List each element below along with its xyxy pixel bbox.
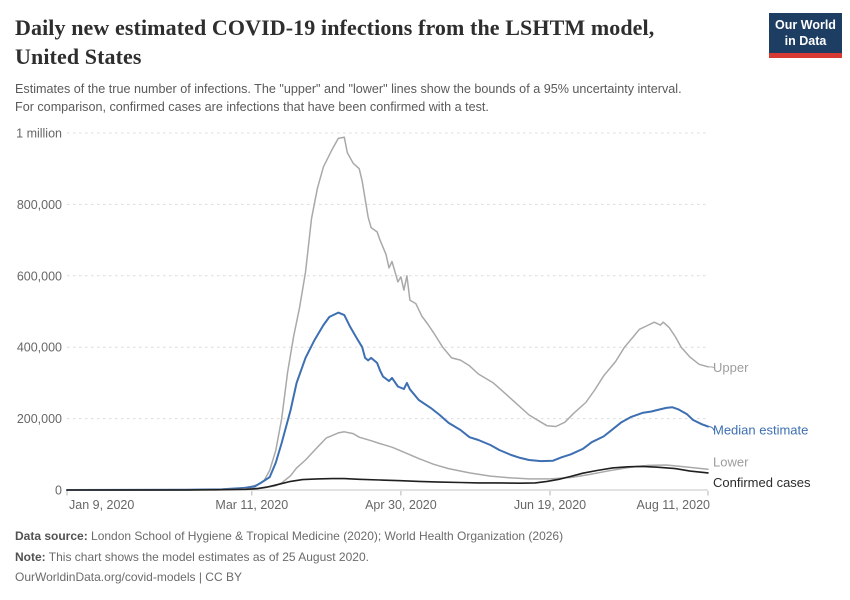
x-axis-tick-label: Jan 9, 2020	[69, 498, 134, 512]
x-axis-tick-label: Jun 19, 2020	[514, 498, 586, 512]
x-axis-tick-label: Mar 11, 2020	[215, 498, 288, 512]
series-end-label-lower: Lower	[713, 454, 749, 469]
chart-header: Daily new estimated COVID-19 infections …	[0, 0, 850, 117]
owid-logo-line1: Our World	[775, 18, 836, 32]
footer-note-line: Note: This chart shows the model estimat…	[15, 547, 563, 568]
chart-subtitle-line1: Estimates of the true number of infectio…	[15, 82, 682, 97]
footer-source-label: Data source:	[15, 529, 88, 543]
page-title-line2: United States	[15, 43, 142, 69]
series-line-upper	[66, 136, 709, 491]
x-axis-tick-label: Aug 11, 2020	[637, 498, 710, 512]
y-axis-tick-label: 400,000	[17, 341, 62, 355]
y-axis-tick-label: 200,000	[17, 412, 62, 426]
chart-subtitle-line2: For comparison, confirmed cases are infe…	[15, 100, 489, 115]
series-line-median-estimate	[66, 311, 709, 491]
series-label-connector	[707, 426, 715, 431]
series-end-label-median-estimate: Median estimate	[713, 423, 808, 438]
x-axis-tick-label: Apr 30, 2020	[365, 498, 437, 512]
series-line-lower	[66, 431, 709, 491]
footer-source-text: London School of Hygiene & Tropical Medi…	[87, 529, 564, 543]
chart-canvas[interactable]: 0 200,000 400,000 600,000 800,000 1 million Ja…	[0, 120, 850, 518]
series-line-confirmed-cases	[66, 465, 709, 491]
y-axis-tick-label: 600,000	[17, 269, 62, 283]
y-axis-tick-label: 0	[55, 484, 62, 498]
owid-logo[interactable]: Our World in Data	[769, 13, 842, 59]
series-label-connector	[707, 366, 715, 369]
page-title-line1: Daily new estimated COVID-19 infections …	[15, 15, 655, 40]
footer-note-label: Note:	[15, 549, 46, 564]
y-axis-tick-label: 1 million	[16, 127, 62, 141]
chart-subtitle: Estimates of the true number of infectio…	[15, 80, 760, 117]
page-title: Daily new estimated COVID-19 infections …	[15, 14, 760, 71]
chart-container: 0 200,000 400,000 600,000 800,000 1 million Ja…	[0, 120, 850, 518]
chart-footer: Data source: London School of Hygiene & …	[15, 526, 563, 588]
owid-logo-line2: in Data	[784, 33, 827, 48]
series-end-label-confirmed-cases: Confirmed cases	[713, 475, 811, 490]
y-axis-tick-label: 800,000	[17, 198, 62, 212]
footer-source-line: Data source: London School of Hygiene & …	[15, 526, 563, 547]
series-end-label-upper: Upper	[713, 360, 749, 375]
footer-note-text: This chart shows the model estimates as …	[45, 549, 369, 564]
footer-license-line: OurWorldinData.org/covid-models | CC BY	[15, 570, 242, 584]
